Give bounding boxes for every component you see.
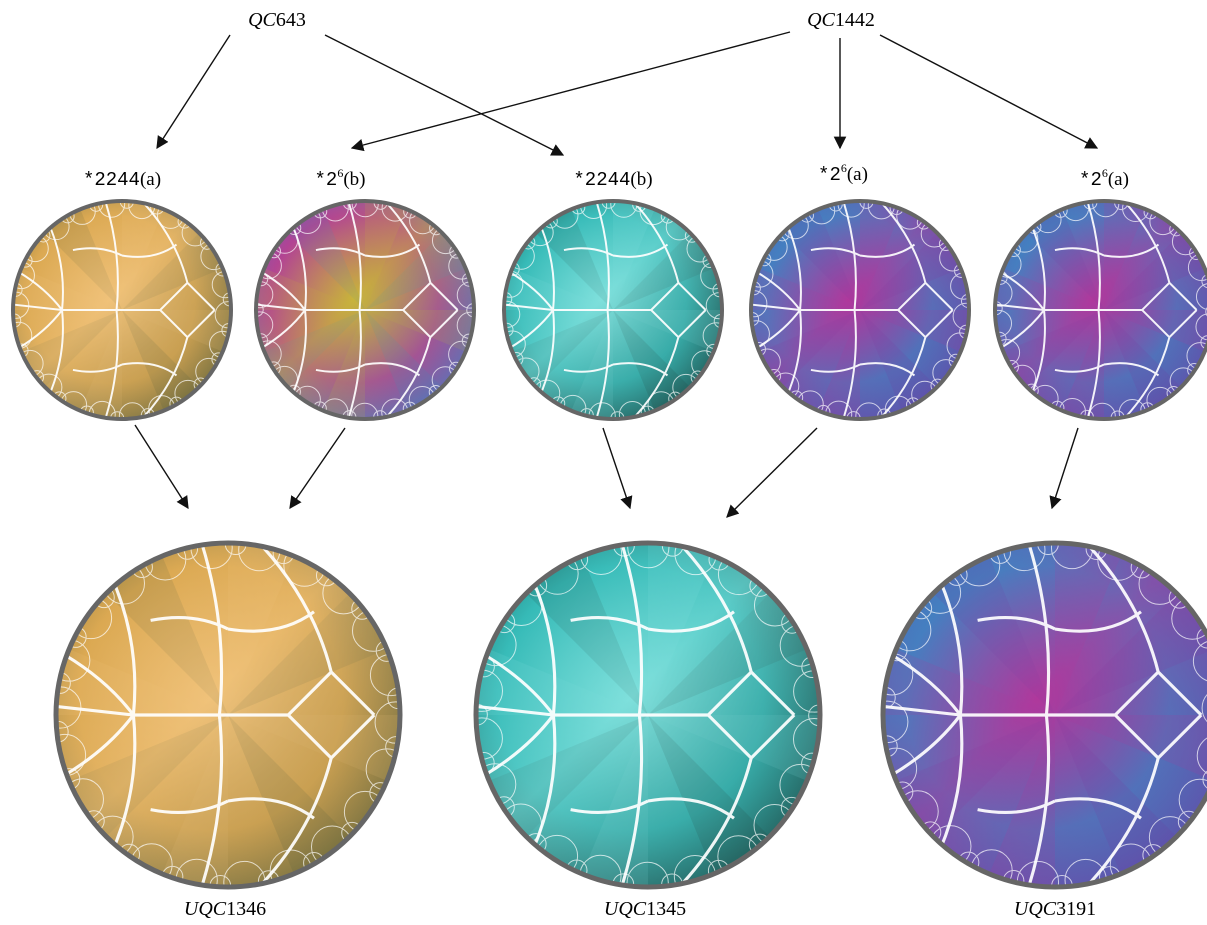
tiling-label-2244a: *2244(a) — [83, 169, 161, 191]
arrow-m1-to-r1 — [134, 424, 189, 510]
tiling-lines — [56, 544, 376, 886]
source-label-qc643: QC643 — [248, 9, 306, 31]
arrows — [134, 31, 1099, 518]
disc-rim — [11, 199, 233, 421]
result-disc-r1 — [53, 540, 403, 890]
result-label-uqc1346: UQC1346 — [184, 898, 266, 920]
arrow-m4-to-r2 — [726, 427, 818, 518]
tiling-lines — [13, 201, 216, 419]
tiling-disc-m3 — [502, 199, 724, 421]
tiling-lines — [476, 544, 796, 886]
arrow-qc1442-to-m2 — [350, 31, 791, 152]
tiling-lines — [504, 201, 707, 419]
arrow-qc643-to-m3 — [324, 34, 565, 156]
disc-rim — [473, 540, 823, 890]
tiling-lines — [995, 201, 1198, 419]
disc-rim — [254, 199, 476, 421]
tiling-label-2-6a-second: *26(a) — [1079, 166, 1129, 191]
tiling-disc-m4 — [749, 199, 971, 421]
disc-rim — [880, 540, 1207, 890]
arrow-qc643-to-m1 — [156, 34, 231, 150]
arrow-qc1442-to-m5 — [879, 34, 1099, 149]
arrow-m2-to-r1 — [289, 427, 346, 510]
result-disc-r3 — [880, 540, 1207, 890]
source-label-qc1442: QC1442 — [807, 9, 875, 31]
tiling-label-2-6a-first: *26(a) — [818, 161, 868, 186]
disc-rim — [502, 199, 724, 421]
disc-rim — [53, 540, 403, 890]
arrow-m3-to-r2 — [602, 427, 633, 510]
result-label-uqc3191: UQC3191 — [1014, 898, 1096, 920]
tiling-disc-m1 — [11, 199, 233, 421]
tiling-lines — [256, 201, 459, 419]
tiling-lines — [751, 201, 954, 419]
result-label-uqc1345: UQC1345 — [604, 898, 686, 920]
arrow-m5-to-r3 — [1049, 427, 1079, 510]
tiling-lines — [883, 544, 1203, 886]
disc-rim — [993, 199, 1207, 421]
tiling-label-2-6b: *26(b) — [315, 166, 366, 191]
disc-rim — [749, 199, 971, 421]
result-disc-r2 — [473, 540, 823, 890]
tiling-label-2244b: *2244(b) — [573, 169, 652, 191]
tiling-disc-m2 — [254, 199, 476, 421]
tiling-disc-m5 — [993, 199, 1207, 421]
